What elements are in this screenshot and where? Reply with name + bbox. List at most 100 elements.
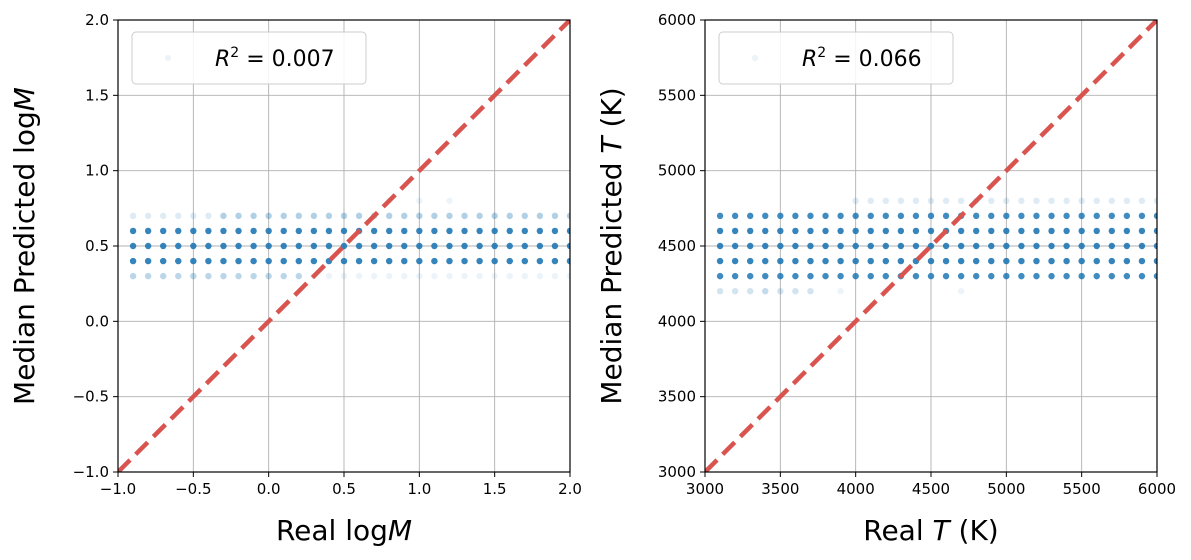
data-point	[144, 242, 152, 250]
data-point	[973, 212, 980, 220]
data-point	[837, 257, 844, 265]
data-point	[867, 212, 874, 220]
data-point	[1033, 227, 1040, 235]
data-point	[551, 272, 559, 280]
data-point	[566, 242, 570, 250]
data-point	[792, 272, 799, 280]
label-part: (K)	[595, 87, 628, 136]
data-point	[401, 242, 408, 250]
data-point	[973, 242, 980, 250]
data-point	[446, 197, 453, 204]
data-point	[506, 257, 513, 265]
data-point	[837, 288, 844, 295]
data-point	[461, 257, 468, 265]
x-tick-label: −1.0	[100, 480, 136, 498]
data-point	[401, 257, 408, 265]
data-point	[957, 272, 965, 280]
data-point	[1078, 242, 1085, 250]
data-point	[1003, 242, 1010, 250]
data-point	[792, 242, 799, 250]
data-point	[716, 288, 724, 295]
data-point	[265, 212, 272, 220]
data-point	[852, 242, 859, 250]
data-point	[310, 227, 318, 235]
data-point	[897, 257, 905, 265]
data-point	[160, 212, 167, 220]
data-point	[280, 212, 287, 220]
data-point	[370, 242, 378, 250]
data-point	[1033, 272, 1040, 280]
data-point	[942, 257, 950, 265]
data-point	[1048, 197, 1055, 204]
data-point	[957, 242, 965, 250]
data-point	[416, 242, 423, 250]
data-point	[521, 212, 528, 220]
data-point	[867, 242, 874, 250]
data-point	[506, 272, 513, 280]
data-point	[536, 272, 544, 280]
data-point	[777, 227, 784, 235]
data-point	[416, 227, 423, 235]
data-point	[521, 242, 528, 250]
data-point	[731, 257, 739, 265]
data-point	[401, 272, 408, 280]
data-point	[160, 272, 167, 280]
data-point	[1078, 272, 1085, 280]
data-point	[370, 257, 378, 265]
data-point	[777, 212, 784, 220]
data-point	[566, 227, 570, 235]
data-point	[1153, 197, 1157, 204]
data-point	[566, 212, 570, 220]
data-point	[386, 212, 393, 220]
data-point	[837, 227, 844, 235]
data-point	[973, 257, 980, 265]
data-point	[175, 257, 182, 265]
data-point	[461, 227, 468, 235]
data-point	[190, 227, 197, 235]
data-point	[491, 227, 498, 235]
data-point	[927, 212, 935, 220]
data-point	[1138, 257, 1146, 265]
data-point	[897, 227, 905, 235]
data-point	[1078, 197, 1085, 204]
label-part: (K)	[950, 514, 999, 547]
data-point	[295, 242, 302, 250]
data-point	[852, 227, 859, 235]
data-point	[927, 197, 935, 204]
label-part: Real log	[276, 514, 388, 547]
data-point	[912, 212, 920, 220]
data-point	[1063, 272, 1070, 280]
data-point	[250, 242, 257, 250]
data-point	[988, 242, 995, 250]
data-point	[1063, 227, 1070, 235]
data-point	[205, 242, 212, 250]
data-point	[476, 257, 483, 265]
data-point	[1138, 197, 1146, 204]
data-point	[1048, 227, 1055, 235]
data-point	[927, 272, 935, 280]
data-point	[280, 272, 287, 280]
data-point	[355, 257, 363, 265]
data-point	[129, 242, 137, 250]
label-part: Median Predicted	[595, 154, 628, 405]
data-point	[144, 272, 152, 280]
data-point	[265, 227, 272, 235]
data-point	[491, 212, 498, 220]
x-tick-label: 4500	[912, 480, 950, 498]
y-tick-label: 3000	[658, 463, 696, 481]
y-tick-label: 2.0	[85, 11, 109, 29]
data-point	[250, 257, 257, 265]
legend: R2 = 0.007	[131, 31, 367, 85]
data-point	[942, 212, 950, 220]
data-point	[551, 227, 559, 235]
data-point	[160, 257, 167, 265]
data-point	[957, 288, 965, 295]
data-point	[807, 272, 814, 280]
data-point	[129, 272, 137, 280]
identity-line	[118, 20, 570, 472]
label-part: M	[388, 514, 412, 547]
x-tick-label: 3000	[686, 480, 724, 498]
data-point	[1123, 242, 1131, 250]
data-point	[325, 242, 333, 250]
data-point	[506, 227, 513, 235]
